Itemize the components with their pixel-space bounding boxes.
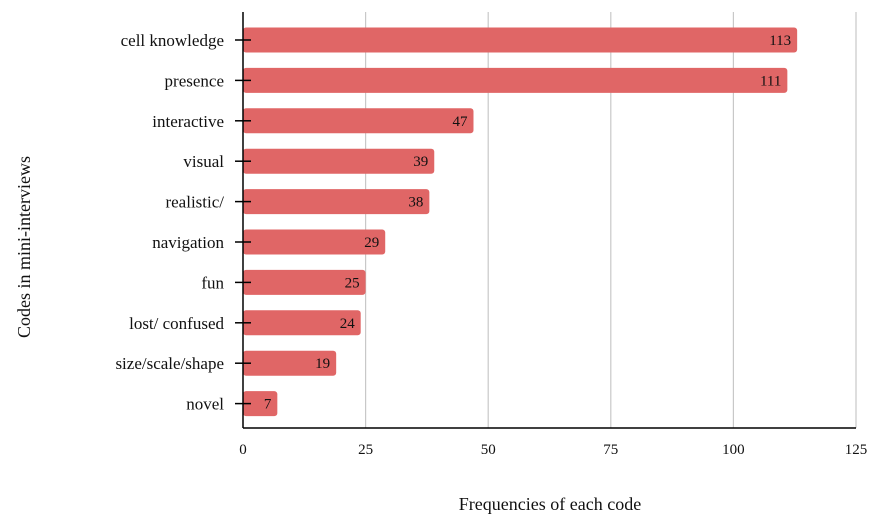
bar — [243, 27, 798, 53]
x-tick-label: 125 — [845, 442, 868, 458]
x-tick-label: 50 — [481, 442, 496, 458]
category-label: navigation — [152, 233, 224, 252]
data-label: 24 — [340, 316, 356, 332]
data-label: 19 — [315, 356, 330, 372]
x-tick-label: 75 — [603, 442, 618, 458]
bar — [243, 269, 366, 295]
data-label: 25 — [345, 275, 360, 291]
bar — [243, 391, 278, 417]
x-axis-title: Frequencies of each code — [459, 494, 641, 514]
category-label: fun — [201, 273, 224, 292]
data-label: 39 — [413, 154, 428, 170]
bar — [243, 189, 430, 215]
bar — [243, 310, 361, 336]
data-label: 47 — [452, 114, 468, 130]
x-tick-label: 100 — [722, 442, 745, 458]
bars — [243, 27, 798, 417]
category-label: presence — [165, 71, 224, 90]
category-label: realistic/ — [165, 193, 224, 212]
axes — [235, 12, 856, 429]
bar — [243, 148, 435, 174]
category-label: size/scale/shape — [115, 354, 224, 373]
data-label: 7 — [264, 397, 272, 413]
data-label: 111 — [760, 73, 781, 89]
category-label: novel — [186, 395, 224, 414]
data-label: 113 — [769, 33, 791, 49]
y-axis-title: Codes in mini-interviews — [14, 156, 34, 338]
bar — [243, 108, 474, 134]
category-label: lost/ confused — [129, 314, 224, 333]
x-tick-label: 0 — [239, 442, 247, 458]
data-label: 38 — [408, 195, 423, 211]
bar — [243, 350, 337, 376]
x-tick-label: 25 — [358, 442, 373, 458]
bar — [243, 67, 788, 93]
category-label: visual — [183, 152, 224, 171]
bar — [243, 229, 386, 255]
labels: 0 25 50 75 100 125 cell knowledge 113 presence 11… — [115, 31, 867, 458]
category-label: cell knowledge — [121, 31, 224, 50]
data-label: 29 — [364, 235, 379, 251]
category-label: interactive — [152, 112, 224, 131]
